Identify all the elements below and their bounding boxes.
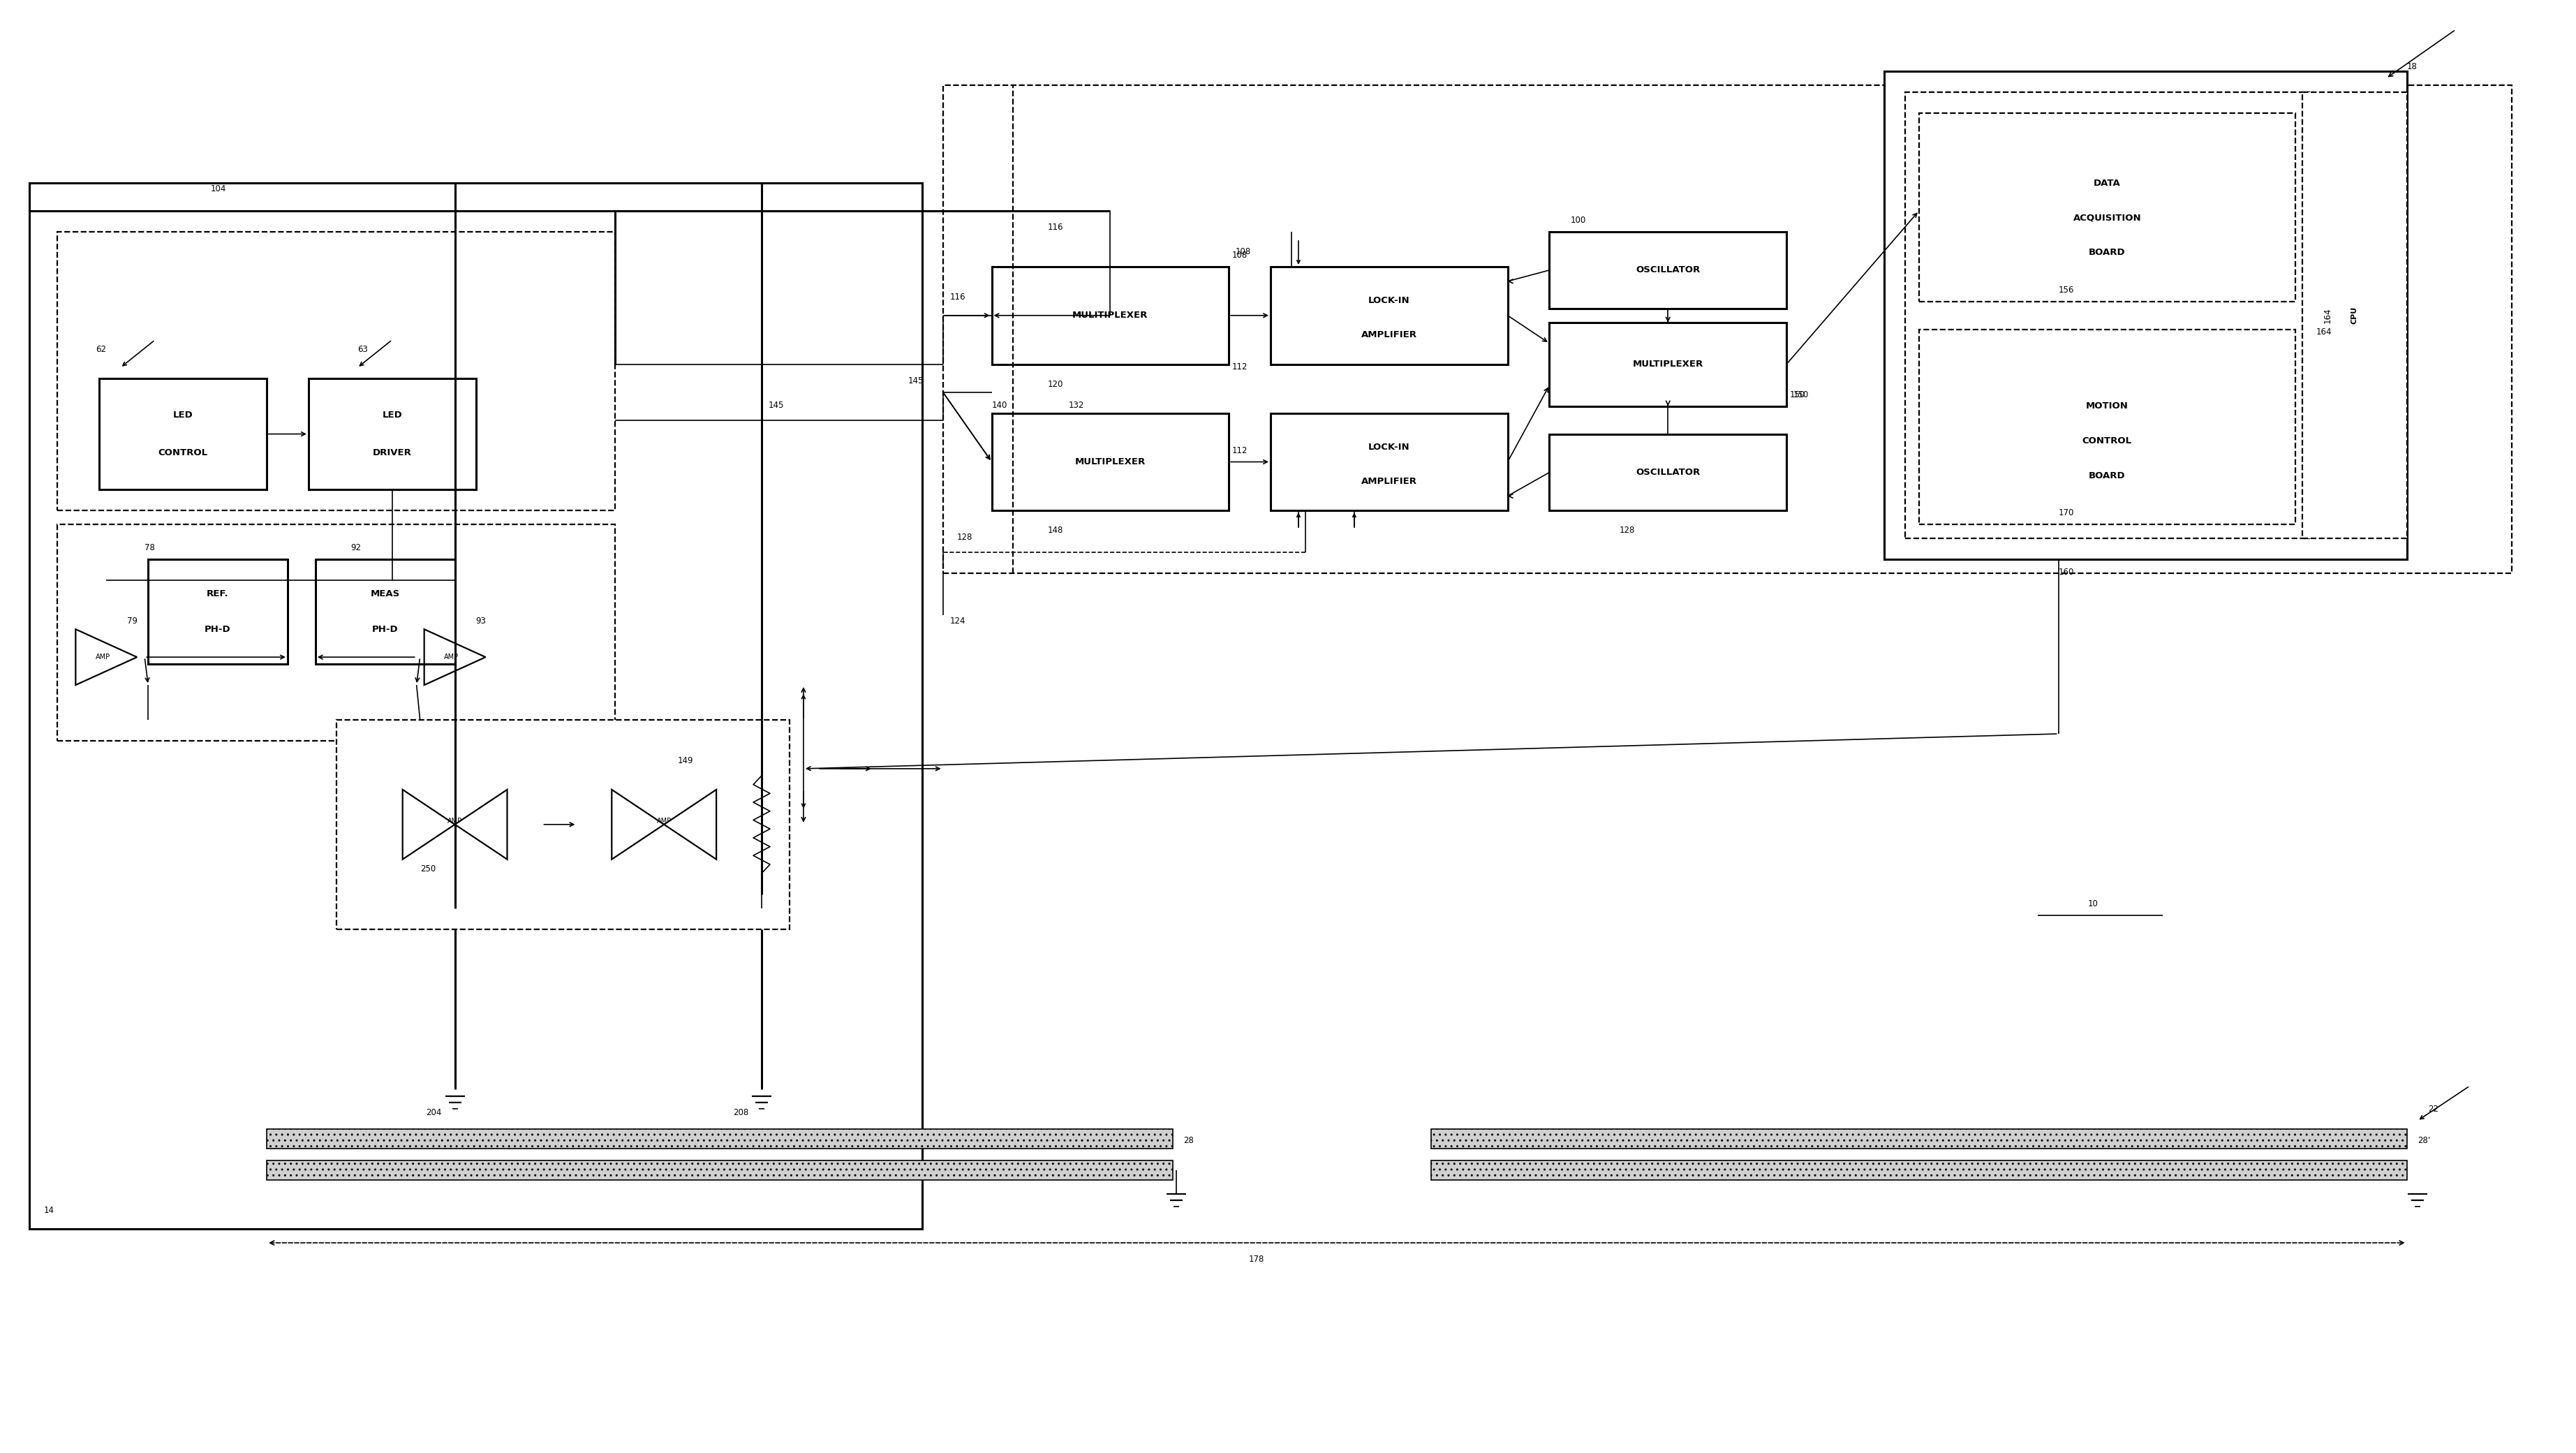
- Text: 120: 120: [1048, 379, 1064, 388]
- Text: 150: 150: [1790, 389, 1806, 400]
- Text: 178: 178: [1249, 1255, 1265, 1264]
- Text: MEAS: MEAS: [371, 590, 399, 599]
- Bar: [1270, 413, 1507, 510]
- Text: CONTROL: CONTROL: [157, 449, 209, 458]
- Bar: [1883, 71, 2406, 559]
- Text: 92: 92: [350, 543, 361, 552]
- Text: 250: 250: [420, 865, 435, 873]
- Text: 128: 128: [1620, 526, 1636, 535]
- Text: 63: 63: [358, 344, 368, 353]
- Text: MOTION: MOTION: [2087, 401, 2128, 411]
- Bar: [57, 232, 616, 510]
- Text: OSCILLATOR: OSCILLATOR: [1636, 468, 1700, 477]
- Text: 170: 170: [2058, 509, 2074, 517]
- Text: 93: 93: [477, 616, 487, 626]
- Bar: [1548, 434, 1788, 510]
- Text: AMP: AMP: [95, 654, 111, 661]
- Bar: [28, 183, 922, 1229]
- Bar: [314, 559, 456, 664]
- Bar: [1430, 1161, 2406, 1180]
- Text: CONTROL: CONTROL: [2081, 436, 2133, 446]
- Bar: [2303, 93, 2406, 539]
- Text: 116: 116: [951, 292, 966, 302]
- Text: 79: 79: [126, 616, 137, 626]
- Bar: [149, 559, 289, 664]
- Text: CPU: CPU: [2352, 307, 2357, 324]
- Text: LOCK-IN: LOCK-IN: [1368, 296, 1409, 305]
- Text: 156: 156: [2058, 285, 2074, 295]
- Bar: [1430, 1129, 2406, 1149]
- Bar: [1270, 267, 1507, 365]
- Bar: [943, 86, 2512, 574]
- Text: 204: 204: [425, 1109, 440, 1117]
- Text: 112: 112: [1231, 362, 1247, 371]
- Text: LOCK-IN: LOCK-IN: [1368, 443, 1409, 452]
- Text: 160: 160: [2058, 568, 2074, 577]
- Text: 22: 22: [2427, 1104, 2439, 1114]
- Text: OSCILLATOR: OSCILLATOR: [1636, 266, 1700, 275]
- Text: 140: 140: [992, 401, 1007, 410]
- Text: 14: 14: [44, 1206, 54, 1215]
- Text: AMP: AMP: [448, 818, 461, 824]
- Text: 10: 10: [2089, 899, 2099, 908]
- Text: 108: 108: [1231, 250, 1247, 260]
- Text: 150: 150: [1793, 389, 1808, 400]
- Text: 148: 148: [1048, 526, 1064, 535]
- Text: 28: 28: [1182, 1136, 1193, 1145]
- Text: MULTIPLEXER: MULTIPLEXER: [1633, 360, 1703, 369]
- Text: 112: 112: [1231, 446, 1247, 455]
- Text: AMPLIFIER: AMPLIFIER: [1360, 477, 1417, 485]
- Text: 116: 116: [1048, 222, 1064, 232]
- Bar: [1919, 330, 2295, 525]
- Text: MULTIPLEXER: MULTIPLEXER: [1074, 458, 1146, 466]
- Text: 28': 28': [2416, 1136, 2429, 1145]
- Text: LED: LED: [381, 411, 402, 420]
- Text: 62: 62: [95, 344, 106, 353]
- Text: ACQUISITION: ACQUISITION: [2074, 214, 2141, 222]
- Text: 145: 145: [768, 401, 783, 410]
- Bar: [1919, 113, 2295, 302]
- Text: REF.: REF.: [206, 590, 229, 599]
- Text: AMP: AMP: [657, 818, 672, 824]
- Text: 149: 149: [677, 756, 693, 766]
- Bar: [309, 378, 477, 490]
- Bar: [100, 378, 268, 490]
- Text: 100: 100: [1571, 215, 1587, 225]
- Text: AMP: AMP: [443, 654, 459, 661]
- Bar: [1906, 93, 2308, 539]
- Text: DATA: DATA: [2094, 179, 2120, 187]
- Bar: [1548, 323, 1788, 405]
- Text: BOARD: BOARD: [2089, 248, 2125, 257]
- Text: 164: 164: [2316, 327, 2331, 336]
- Text: 108: 108: [1236, 247, 1252, 256]
- Bar: [268, 1129, 1172, 1149]
- Text: MULITIPLEXER: MULITIPLEXER: [1072, 311, 1149, 320]
- Text: 132: 132: [1069, 401, 1084, 410]
- Text: 78: 78: [144, 543, 155, 552]
- Bar: [57, 525, 616, 741]
- Text: 18: 18: [2406, 62, 2416, 71]
- Bar: [1548, 232, 1788, 308]
- Bar: [992, 267, 1229, 365]
- Bar: [337, 719, 788, 928]
- Text: PH-D: PH-D: [371, 625, 399, 634]
- Text: 164: 164: [2324, 308, 2331, 324]
- Text: LED: LED: [173, 411, 193, 420]
- Text: DRIVER: DRIVER: [374, 449, 412, 458]
- Text: 104: 104: [211, 185, 227, 193]
- Text: AMPLIFIER: AMPLIFIER: [1360, 330, 1417, 340]
- Text: 145: 145: [909, 376, 925, 385]
- Text: 124: 124: [951, 616, 966, 626]
- Text: 128: 128: [956, 533, 974, 542]
- Bar: [268, 1161, 1172, 1180]
- Bar: [992, 413, 1229, 510]
- Text: PH-D: PH-D: [204, 625, 232, 634]
- Text: BOARD: BOARD: [2089, 471, 2125, 481]
- Text: 208: 208: [734, 1109, 750, 1117]
